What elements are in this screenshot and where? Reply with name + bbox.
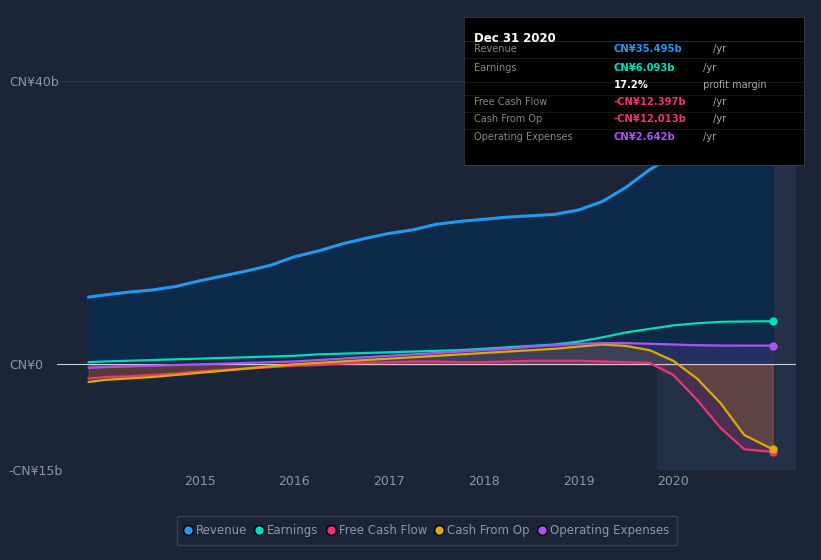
Text: Dec 31 2020: Dec 31 2020 [475,32,556,45]
Text: /yr: /yr [710,44,727,54]
Text: CN¥2.642b: CN¥2.642b [613,132,676,142]
Text: /yr: /yr [700,63,717,73]
Text: Cash From Op: Cash From Op [475,114,543,124]
Text: -CN¥12.397b: -CN¥12.397b [613,97,686,107]
Text: /yr: /yr [710,97,727,107]
Bar [657,67,796,470]
Text: CN¥6.093b: CN¥6.093b [613,63,675,73]
Text: /yr: /yr [700,132,717,142]
Text: Earnings: Earnings [475,63,516,73]
Text: CN¥35.495b: CN¥35.495b [613,44,682,54]
Text: -CN¥12.013b: -CN¥12.013b [613,114,686,124]
Text: Free Cash Flow: Free Cash Flow [475,97,548,107]
Legend: Revenue, Earnings, Free Cash Flow, Cash From Op, Operating Expenses: Revenue, Earnings, Free Cash Flow, Cash … [177,516,677,545]
Text: Revenue: Revenue [475,44,517,54]
Text: 17.2%: 17.2% [613,80,649,90]
Text: /yr: /yr [710,114,727,124]
Text: profit margin: profit margin [700,80,767,90]
Text: Operating Expenses: Operating Expenses [475,132,573,142]
